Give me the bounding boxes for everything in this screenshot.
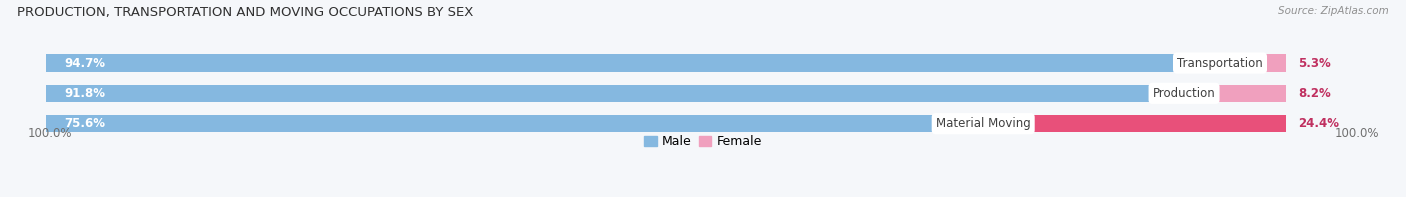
Bar [46, 85, 1184, 102]
Bar [46, 54, 1285, 72]
Text: Production: Production [1153, 87, 1215, 100]
Text: Material Moving: Material Moving [936, 117, 1031, 130]
Text: 8.2%: 8.2% [1298, 87, 1331, 100]
Bar [1220, 54, 1285, 72]
Text: Source: ZipAtlas.com: Source: ZipAtlas.com [1278, 6, 1389, 16]
Bar [46, 115, 983, 132]
Text: 75.6%: 75.6% [65, 117, 105, 130]
Text: 100.0%: 100.0% [1334, 127, 1379, 140]
Text: Transportation: Transportation [1177, 57, 1263, 70]
Legend: Male, Female: Male, Female [640, 130, 766, 153]
Text: 91.8%: 91.8% [65, 87, 105, 100]
Bar [1184, 85, 1285, 102]
Text: 5.3%: 5.3% [1298, 57, 1331, 70]
Bar [46, 54, 1220, 72]
Text: 24.4%: 24.4% [1298, 117, 1339, 130]
Text: 100.0%: 100.0% [27, 127, 72, 140]
Text: 94.7%: 94.7% [65, 57, 105, 70]
Bar [46, 85, 1285, 102]
Bar [983, 115, 1285, 132]
Bar [46, 115, 1285, 132]
Text: PRODUCTION, TRANSPORTATION AND MOVING OCCUPATIONS BY SEX: PRODUCTION, TRANSPORTATION AND MOVING OC… [17, 6, 474, 19]
